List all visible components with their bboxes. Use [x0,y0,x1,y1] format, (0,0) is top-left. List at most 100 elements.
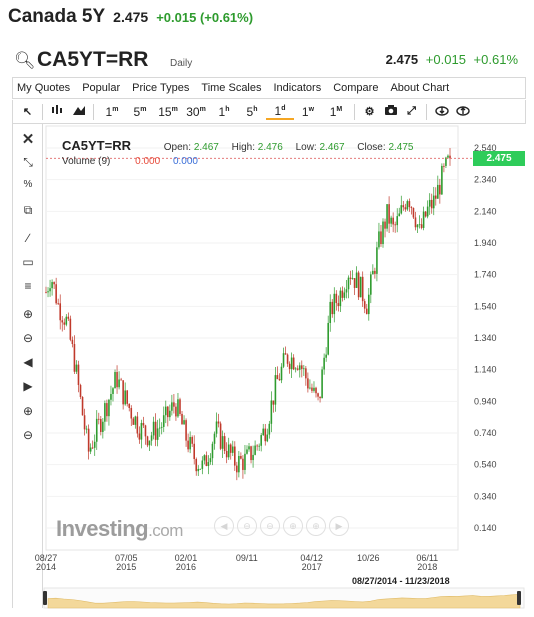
resolution-1h[interactable]: 1h [210,105,238,119]
resolution-15m[interactable]: 15m [154,105,182,119]
fullscreen-icon[interactable]: ⤢ [407,105,416,117]
candle-body [87,428,90,452]
candle-body [357,272,360,298]
candle-body [280,366,283,381]
camera-icon[interactable] [380,104,401,119]
x-tick-label: 07/05 [115,553,138,563]
candle-body [270,400,273,424]
candle-body [193,443,196,460]
candle-body [211,443,214,459]
candle-body [449,155,451,159]
search-icon[interactable]: 🔍︎ [14,51,36,70]
cursor-icon[interactable]: ↖ [22,106,33,118]
nav-left-icon[interactable]: ◀ [214,516,234,536]
person-remove-icon[interactable]: ⊖ [22,428,34,442]
candle-body [363,301,366,309]
nav-right-icon[interactable]: ▶ [329,516,349,536]
candle-body [215,421,218,434]
x-tick-year: 2018 [417,562,437,572]
toolbar-divider [426,103,427,120]
download-icon[interactable] [431,104,452,119]
menu-time-scales[interactable]: Time Scales [201,82,262,94]
candle-body [223,436,226,451]
rectangle-icon[interactable]: ▭ [22,255,34,269]
menu-price-types[interactable]: Price Types [132,82,190,94]
nav-zoom-out-icon[interactable]: ⊖ [237,516,257,536]
x-tick-label: 08/27 [35,553,58,563]
menu-indicators[interactable]: Indicators [273,82,322,94]
date-range-label: 08/27/2014 - 11/23/2018 [352,576,450,586]
candle-body [445,157,447,166]
candle-body [118,379,120,388]
navigator[interactable] [43,587,525,609]
menu-my-quotes[interactable]: My Quotes [17,82,71,94]
candle-body [248,446,250,450]
resolution-30m[interactable]: 30m [182,105,210,119]
menu-about-chart[interactable]: About Chart [390,82,450,94]
fibonacci-icon[interactable]: % [23,179,33,190]
candle-body [160,426,163,428]
logo-brand: Investing [56,516,149,541]
candle-body [268,423,271,435]
price-change: +0.015 (+0.61%) [156,10,254,25]
resolution-1d[interactable]: 1d [266,104,294,120]
zoom-in-icon[interactable]: ⊕ [22,307,34,321]
resolution-5m[interactable]: 5m [126,105,154,119]
volume-value-1: 0.000 [135,156,161,167]
candle-body [390,217,392,224]
x-tick-label: 02/01 [175,553,198,563]
symbol-price: 2.475 +0.015 +0.61% [386,52,518,67]
candle-body [71,339,74,345]
candle-body [416,224,419,228]
candle-body [242,458,244,470]
candle-body [81,396,84,416]
candle-body [191,437,193,444]
scroll-left-icon[interactable]: ◀ [23,355,33,369]
upload-icon[interactable] [452,104,473,119]
volume-label: Volume (9) [62,156,111,167]
candlestick-icon[interactable] [47,104,68,119]
candle-body [59,303,62,321]
candle-body [75,364,78,372]
resolution-1w[interactable]: 1w [294,105,322,119]
candle-body [122,380,124,405]
copy-icon[interactable]: ⧉ [23,203,33,217]
resolution-15m-num: 15 [158,104,172,119]
candle-body [102,421,104,432]
person-add-icon[interactable]: ⊕ [22,404,34,418]
resolution-1M[interactable]: 1M [322,105,350,119]
nav-zoom-in-icon[interactable]: ⊕ [283,516,303,536]
candle-body [284,353,287,355]
candle-body [152,421,155,436]
menu-compare[interactable]: Compare [333,82,379,94]
candle-body [73,344,76,372]
lines-icon[interactable]: ≡ [24,279,32,293]
candle-body [201,460,204,469]
chart-symbol: CA5YT=RR [37,48,149,71]
candle-body [339,290,342,307]
resolution-1d-num: 1 [274,103,282,118]
candle-body [426,206,429,217]
nav-zoom-back-icon[interactable]: ⊖ [260,516,280,536]
candle-body [189,437,191,450]
resolution-1h-num: 1 [218,104,226,119]
menu-popular[interactable]: Popular [82,82,121,94]
candle-body [424,211,427,217]
candle-body [398,213,401,217]
chart-grid [45,125,459,551]
candle-body [221,436,224,449]
mountain-icon[interactable] [68,104,89,119]
resolution-5h[interactable]: 5h [238,105,266,119]
candle-body [199,468,202,470]
close-icon[interactable]: ✕ [21,131,35,148]
nav-reset-icon[interactable]: ⊕ [306,516,326,536]
scroll-right-icon[interactable]: ▶ [23,379,33,393]
gear-icon[interactable]: ⚙ [364,106,375,118]
candle-body [246,449,248,454]
candle-body [272,400,275,405]
zoom-out-icon[interactable]: ⊖ [22,331,34,345]
crosshair-icon[interactable]: ⤡ [23,155,33,169]
trendline-icon[interactable]: ∕ [26,231,29,245]
resolution-1m[interactable]: 1m [98,105,126,119]
